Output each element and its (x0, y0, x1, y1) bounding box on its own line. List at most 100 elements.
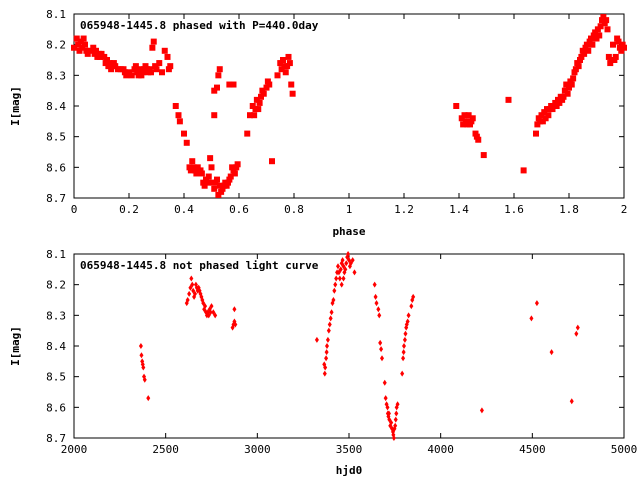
data-point (146, 395, 151, 402)
data-point (596, 32, 603, 39)
data-point (91, 50, 98, 57)
data-point (590, 32, 597, 39)
data-point (571, 69, 578, 76)
data-point (253, 96, 260, 103)
y-tick-label: 8.1 (46, 248, 66, 261)
data-point (198, 170, 205, 177)
data-point (93, 47, 99, 54)
data-point (194, 164, 201, 171)
data-point (549, 106, 556, 113)
data-point (233, 321, 238, 328)
data-point (139, 69, 146, 76)
data-point (350, 257, 355, 264)
data-point (110, 60, 117, 67)
data-point (334, 275, 339, 282)
data-point (216, 66, 223, 73)
x-tick-label: 1.6 (504, 203, 524, 216)
data-point (621, 44, 627, 51)
data-point (612, 53, 619, 60)
data-point (344, 260, 349, 267)
data-point (138, 343, 143, 349)
data-point (134, 69, 141, 76)
data-point (567, 78, 574, 85)
x-tick-label: 0.6 (229, 203, 249, 216)
data-point (314, 336, 319, 343)
data-point (139, 352, 144, 359)
data-point (190, 164, 197, 171)
plot-frame (73, 253, 625, 439)
data-point (603, 17, 610, 24)
data-point (322, 370, 327, 377)
data-point (594, 26, 601, 33)
data-point (260, 90, 267, 97)
data-point (569, 398, 574, 405)
data-point (73, 35, 80, 42)
x-tick-label: 0.8 (284, 203, 304, 216)
data-point (338, 266, 343, 273)
data-point (146, 66, 153, 73)
y-tick-label: 8.6 (46, 401, 66, 414)
data-point (189, 275, 194, 282)
data-point (610, 41, 616, 48)
data-point (453, 103, 460, 109)
data-point (142, 63, 149, 70)
data-point (232, 306, 237, 313)
data-point (141, 364, 146, 371)
data-point (333, 281, 338, 288)
data-point (176, 118, 183, 125)
data-point (286, 60, 293, 67)
y-tick-label: 8.4 (46, 100, 66, 113)
data-point (152, 63, 159, 70)
data-point (264, 78, 271, 85)
data-point (211, 185, 218, 192)
data-point (400, 370, 405, 377)
data-point (541, 109, 548, 116)
data-point (327, 321, 332, 328)
y-tick-label: 8.4 (46, 340, 66, 353)
phased-light-curve-chart: 0 0.2 0.4 0.6 0.8 1 1.2 1.4 1.6 1.8 2 8.1 8.2 8.3 8.4 8… (9, 8, 627, 238)
data-point (219, 185, 226, 192)
data-point (331, 297, 336, 303)
data-point (329, 309, 334, 316)
data-point (549, 349, 554, 356)
data-point (574, 60, 581, 67)
x-tick-label: 1.2 (394, 203, 414, 216)
y-tick-label: 8.6 (46, 161, 66, 174)
data-point (611, 57, 618, 63)
data-point (601, 20, 608, 27)
x-tick-label: 4500 (519, 443, 546, 456)
data-point (615, 38, 622, 45)
data-point (149, 44, 156, 51)
data-point (475, 136, 482, 143)
data-point (336, 263, 340, 270)
data-point (282, 69, 289, 76)
data-point (101, 53, 108, 60)
data-point (120, 66, 127, 73)
data-point (406, 312, 411, 319)
data-point (586, 38, 593, 45)
data-point (386, 410, 391, 417)
data-point (226, 81, 233, 88)
data-point (529, 315, 534, 322)
data-point (131, 66, 138, 73)
data-point (600, 14, 607, 21)
x-tick-label: 4000 (427, 443, 454, 456)
x-tick-label: 1.4 (449, 203, 469, 216)
data-point (97, 53, 104, 60)
data-point (618, 47, 625, 54)
data-point (284, 63, 291, 70)
data-point (343, 266, 348, 273)
data-point (227, 173, 234, 180)
x-axis-label: phase (332, 225, 365, 238)
data-point (181, 130, 187, 137)
data-point (391, 435, 396, 441)
data-point (380, 355, 384, 362)
data-point (403, 330, 408, 337)
data-point (607, 60, 614, 67)
data-point (462, 118, 469, 125)
data-point (593, 35, 600, 42)
data-point (256, 99, 263, 106)
data-point (533, 130, 539, 137)
data-point (75, 41, 82, 48)
